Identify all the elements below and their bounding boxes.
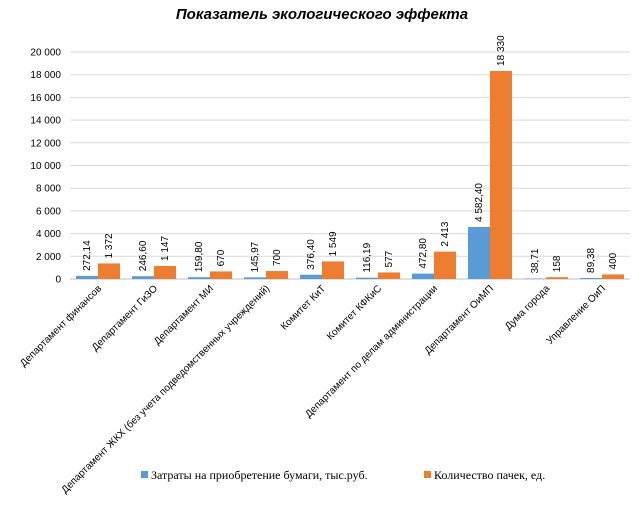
data-label-series-1: 38,71 bbox=[530, 248, 541, 273]
y-tick-label: 14 000 bbox=[30, 116, 61, 127]
data-label-series-2: 158 bbox=[552, 255, 563, 272]
bar-series-2 bbox=[322, 261, 344, 279]
y-tick-label: 6 000 bbox=[36, 206, 61, 217]
category-label: Дума города bbox=[503, 283, 552, 332]
bar-series-1 bbox=[356, 277, 378, 279]
data-label-series-2: 400 bbox=[608, 252, 619, 269]
data-label-series-1: 472,80 bbox=[418, 238, 429, 269]
data-label-series-2: 1 549 bbox=[328, 231, 339, 256]
bar-series-1 bbox=[188, 277, 210, 279]
bar-series-2 bbox=[602, 274, 624, 279]
bar-series-2 bbox=[266, 271, 288, 279]
bar-series-2 bbox=[546, 277, 568, 279]
bar-series-2 bbox=[210, 271, 232, 279]
y-tick-label: 12 000 bbox=[30, 138, 61, 149]
y-tick-label: 10 000 bbox=[30, 161, 61, 172]
bar-series-2 bbox=[98, 263, 120, 279]
data-label-series-1: 376,40 bbox=[306, 239, 317, 270]
bar-series-2 bbox=[378, 272, 400, 279]
y-tick-label: 20 000 bbox=[30, 48, 61, 59]
bar-series-1 bbox=[300, 274, 322, 279]
bar-series-1 bbox=[76, 275, 98, 279]
data-label-series-1: 272,14 bbox=[82, 240, 93, 271]
data-label-series-1: 159,80 bbox=[194, 241, 205, 272]
bars-layer bbox=[76, 70, 624, 280]
data-label-series-2: 670 bbox=[216, 249, 227, 266]
data-label-series-1: 145,97 bbox=[250, 241, 261, 272]
y-tick-label: 0 bbox=[55, 275, 61, 286]
data-label-series-2: 18 330 bbox=[496, 35, 507, 66]
category-label: Департамент по делам администрации bbox=[303, 283, 440, 420]
data-label-series-1: 4 582,40 bbox=[474, 183, 485, 222]
bar-series-1 bbox=[524, 278, 546, 280]
legend-swatch-series-2 bbox=[424, 471, 431, 478]
category-label: Комитет КФКиС bbox=[325, 283, 384, 342]
legend-label-series-1: Затраты на приобретение бумаги, тыс.руб. bbox=[151, 468, 368, 482]
category-label: Управление ОиП bbox=[545, 283, 609, 347]
bar-series-2 bbox=[154, 265, 176, 279]
data-label-series-1: 89,38 bbox=[586, 248, 597, 273]
category-label: Комитет КиТ bbox=[279, 283, 328, 332]
data-label-series-2: 1 147 bbox=[160, 236, 171, 261]
data-labels-layer: 272,14 246,60 159,80 145,97 376,40 116,19 472,… bbox=[82, 35, 619, 274]
bar-series-2 bbox=[490, 70, 512, 279]
data-label-series-1: 116,19 bbox=[362, 242, 373, 272]
category-label: Департамент МИ bbox=[152, 283, 216, 347]
y-tick-label: 4 000 bbox=[36, 229, 61, 240]
y-tick-label: 2 000 bbox=[36, 252, 61, 263]
category-label: Департамент ЖКХ (без учета подведомствен… bbox=[59, 283, 272, 496]
bar-series-1 bbox=[244, 277, 266, 279]
bar-series-1 bbox=[468, 226, 490, 279]
bar-series-1 bbox=[580, 277, 602, 279]
legend-swatch-series-1 bbox=[141, 471, 148, 478]
y-tick-label: 18 000 bbox=[30, 70, 61, 81]
y-tick-label: 16 000 bbox=[30, 93, 61, 104]
data-label-series-2: 700 bbox=[272, 249, 283, 266]
bar-series-2 bbox=[434, 251, 456, 279]
legend-label-series-2: Количество пачек, ед. bbox=[434, 468, 545, 482]
category-label: Департамент финансов bbox=[18, 283, 105, 370]
data-label-series-2: 1 372 bbox=[104, 233, 115, 258]
data-label-series-1: 246,60 bbox=[138, 240, 149, 271]
legend: Затраты на приобретение бумаги, тыс.руб.… bbox=[141, 468, 545, 482]
bar-series-1 bbox=[132, 276, 154, 279]
data-label-series-2: 2 413 bbox=[440, 221, 451, 246]
bar-series-1 bbox=[412, 273, 434, 279]
grid-layer: 0 2 000 4 000 6 000 8 000 10 000 12 000 14 000 1… bbox=[30, 48, 630, 286]
chart-title: Показатель экологического эффекта bbox=[176, 6, 468, 23]
data-label-series-2: 577 bbox=[384, 250, 395, 267]
y-tick-label: 8 000 bbox=[36, 184, 61, 195]
